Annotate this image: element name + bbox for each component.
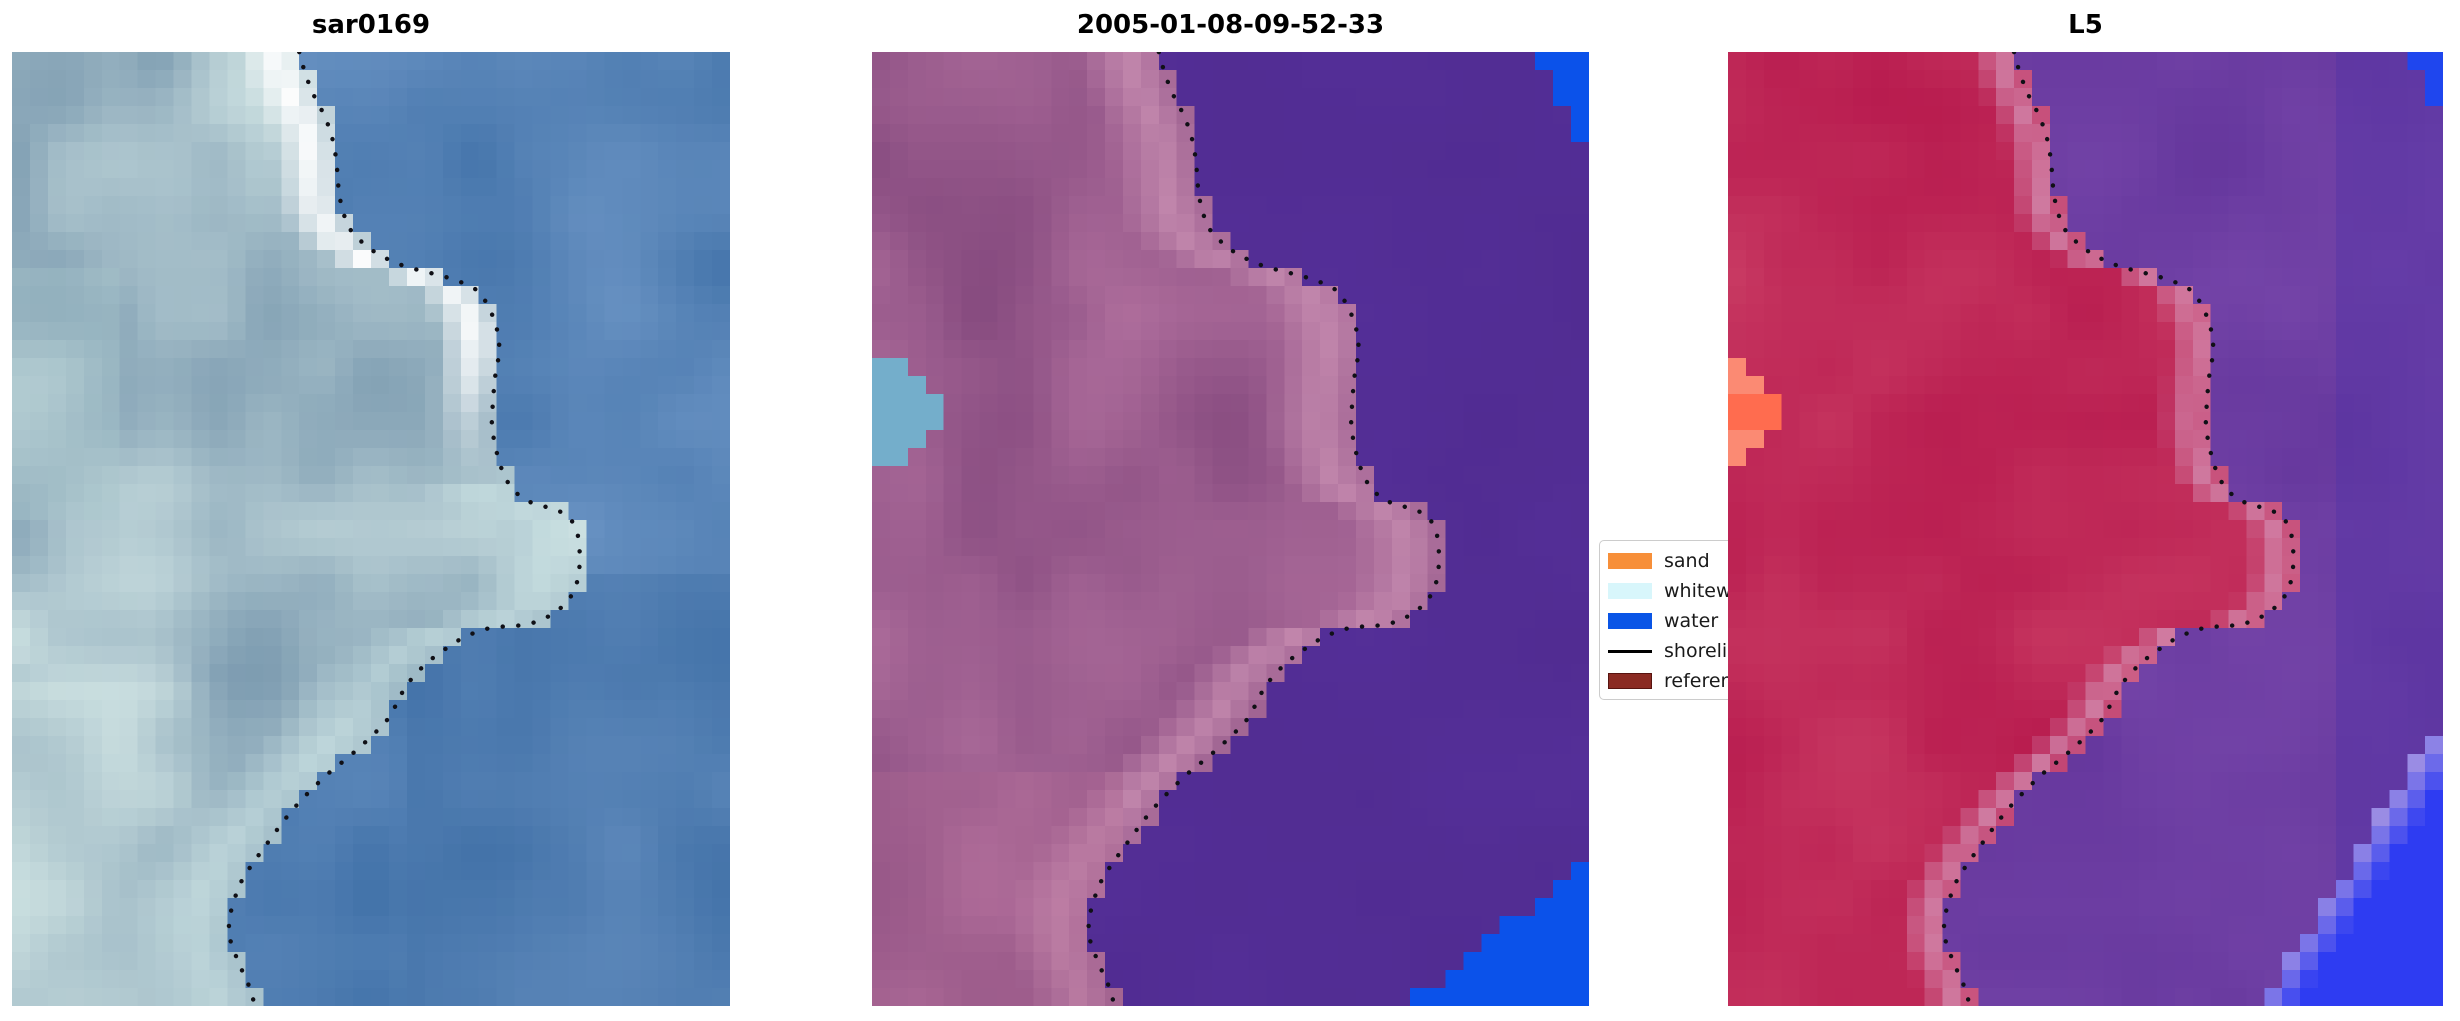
water-swatch: [1608, 613, 1652, 629]
sand-swatch: [1608, 553, 1652, 569]
legend-item-water: water: [1608, 606, 1739, 636]
legend-label: shoreline: [1664, 640, 1739, 662]
legend-item-sand: sand: [1608, 546, 1739, 576]
legend-label: whitewater: [1664, 580, 1739, 602]
legend: sand whitewater water shoreline referenc…: [1599, 540, 1740, 700]
whitewater-swatch: [1608, 583, 1652, 599]
legend-item-shoreline: shoreline: [1608, 636, 1739, 666]
panel-sar-title: sar0169: [311, 10, 431, 40]
classified-image: [872, 52, 1589, 1006]
legend-label: sand: [1664, 550, 1710, 572]
legend-label: reference shoreline: [1664, 670, 1739, 692]
panel-l5: L5: [1728, 10, 2443, 1006]
panel-classified: 2005-01-08-09-52-33: [872, 10, 1589, 1006]
legend-item-reference-shoreline: reference shoreline: [1608, 666, 1739, 696]
reference-shoreline-swatch: [1608, 673, 1652, 689]
l5-image: [1728, 52, 2443, 1006]
legend-item-whitewater: whitewater: [1608, 576, 1739, 606]
sar-image: [12, 52, 730, 1006]
legend-label: water: [1664, 610, 1719, 632]
shoreline-line-swatch: [1608, 649, 1652, 653]
panel-sar: sar0169: [12, 10, 730, 1006]
panel-classified-title: 2005-01-08-09-52-33: [1076, 10, 1385, 40]
panel-l5-title: L5: [2068, 10, 2103, 40]
